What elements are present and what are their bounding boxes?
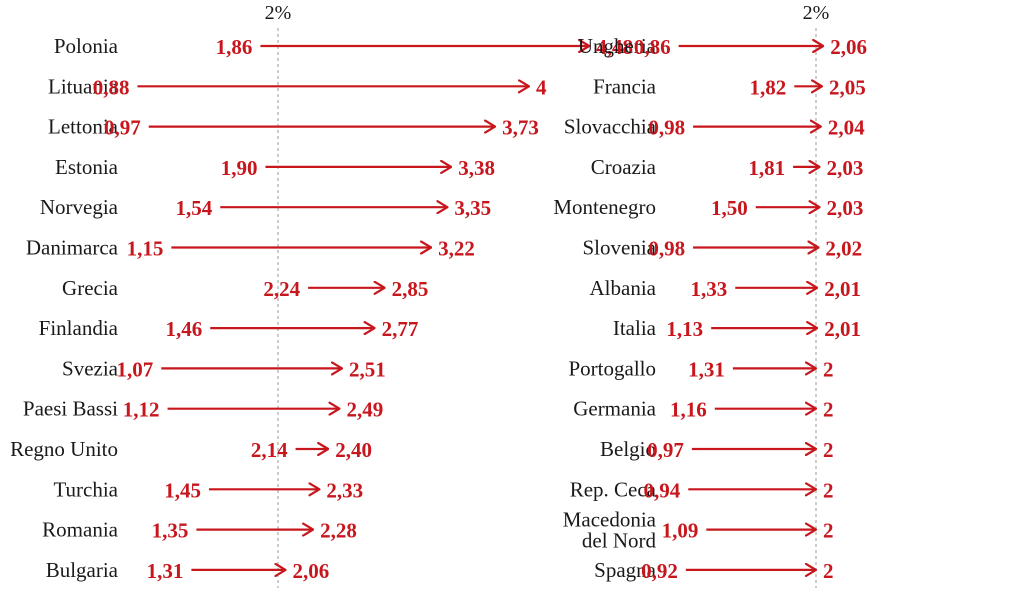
country-label: Slovenia <box>583 236 657 260</box>
value-label-to: 2,33 <box>326 478 363 502</box>
value-label-to: 3,35 <box>454 196 491 220</box>
value-label-from: 1,33 <box>691 277 728 301</box>
value-label-from: 1,45 <box>164 478 201 502</box>
value-label-to: 2,06 <box>293 559 330 583</box>
value-label-from: 1,16 <box>670 398 707 422</box>
value-label-to: 2,01 <box>824 317 861 341</box>
value-label-to: 2 <box>823 478 834 502</box>
value-label-from: 0,86 <box>634 35 671 59</box>
value-label-to: 2 <box>823 438 834 462</box>
country-label: Lettonia <box>48 115 119 139</box>
country-label: Regno Unito <box>10 437 118 461</box>
value-label-from: 1,07 <box>117 357 154 381</box>
country-label: Paesi Bassi <box>23 397 118 421</box>
value-label-from: 1,46 <box>165 317 202 341</box>
value-label-to: 4 <box>536 75 547 99</box>
value-label-to: 2,51 <box>349 357 386 381</box>
value-label-from: 1,31 <box>147 559 184 583</box>
value-label-to: 2 <box>823 519 834 543</box>
value-label-from: 0,88 <box>93 75 130 99</box>
value-label-to: 2,06 <box>830 35 867 59</box>
value-label-from: 1,15 <box>127 237 164 261</box>
country-label: Macedonia del Nord <box>563 508 657 553</box>
value-label-from: 0,97 <box>104 116 141 140</box>
country-label: Germania <box>573 397 656 421</box>
value-label-to: 2 <box>823 357 834 381</box>
value-label-from: 0,97 <box>647 438 684 462</box>
value-label-to: 2,05 <box>829 75 866 99</box>
reference-line-label: 2% <box>265 2 292 24</box>
country-label: Albania <box>590 276 657 300</box>
value-label-from: 0,98 <box>648 116 685 140</box>
country-label: Croazia <box>591 155 657 179</box>
country-label-line: del Nord <box>582 529 657 553</box>
value-label-from: 1,90 <box>221 156 258 180</box>
country-label: Spagna <box>594 558 657 582</box>
value-label-to: 2,40 <box>335 438 372 462</box>
value-label-to: 2 <box>823 559 834 583</box>
value-label-from: 0,94 <box>644 478 681 502</box>
country-label: Estonia <box>55 155 119 179</box>
value-label-to: 2,02 <box>825 237 862 261</box>
country-label: Svezia <box>62 356 119 380</box>
country-label: Italia <box>613 316 657 340</box>
country-label: Slovacchia <box>564 115 657 139</box>
value-label-from: 1,50 <box>711 196 748 220</box>
value-label-to: 2,03 <box>827 156 864 180</box>
country-label-line: Macedonia <box>563 508 657 532</box>
country-label: Grecia <box>62 276 119 300</box>
value-label-from: 1,31 <box>688 357 725 381</box>
value-label-to: 3,22 <box>438 237 475 261</box>
country-label: Montenegro <box>553 195 656 219</box>
value-label-from: 0,98 <box>648 237 685 261</box>
country-label: Polonia <box>54 34 119 58</box>
value-label-from: 1,54 <box>176 196 213 220</box>
value-label-to: 2,49 <box>346 398 383 422</box>
value-label-from: 1,81 <box>748 156 785 180</box>
country-label: Belgio <box>600 437 656 461</box>
value-label-to: 3,38 <box>458 156 495 180</box>
country-label: Finlandia <box>39 316 119 340</box>
country-label: Danimarca <box>26 236 119 260</box>
value-label-to: 2,04 <box>828 116 865 140</box>
value-label-to: 2 <box>823 398 834 422</box>
value-label-to: 2,01 <box>824 277 861 301</box>
value-label-from: 1,09 <box>662 519 699 543</box>
value-label-to: 3,73 <box>502 116 539 140</box>
country-label: Francia <box>593 74 657 98</box>
value-label-to: 2,77 <box>382 317 419 341</box>
value-label-from: 2,14 <box>251 438 288 462</box>
country-label: Ungheria <box>578 34 657 58</box>
value-label-to: 2,28 <box>320 519 357 543</box>
country-label: Bulgaria <box>46 558 119 582</box>
country-label: Lituania <box>48 74 119 98</box>
country-label: Norvegia <box>40 195 119 219</box>
country-label: Portogallo <box>569 356 657 380</box>
country-label: Rep. Ceca <box>570 477 657 501</box>
value-label-from: 1,12 <box>123 398 160 422</box>
value-label-to: 4,48 <box>596 35 633 59</box>
value-label-from: 1,86 <box>216 35 253 59</box>
value-label-from: 2,24 <box>263 277 300 301</box>
value-label-to: 2,85 <box>392 277 429 301</box>
value-label-to: 2,03 <box>827 196 864 220</box>
value-label-from: 0,92 <box>641 559 678 583</box>
value-label-from: 1,13 <box>666 317 703 341</box>
value-label-from: 1,82 <box>750 75 787 99</box>
value-label-from: 1,35 <box>152 519 189 543</box>
reference-line-label: 2% <box>803 2 830 24</box>
country-label: Romania <box>42 518 118 542</box>
country-label: Turchia <box>53 477 118 501</box>
